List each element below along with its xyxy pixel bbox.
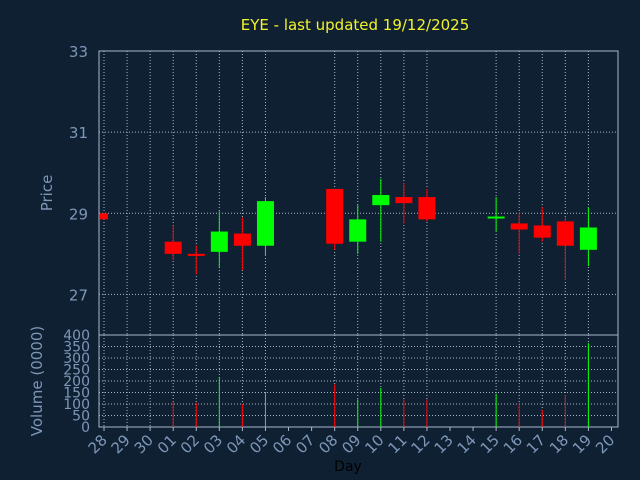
candle-body (349, 219, 367, 242)
volume-tick-label: 250 (63, 363, 90, 379)
candle-body (418, 197, 436, 220)
chart-title: EYE - last updated 19/12/2025 (241, 16, 470, 34)
candle-body (100, 213, 108, 220)
x-axis-title: Day (334, 459, 362, 475)
price-tick-label: 29 (69, 205, 88, 223)
volume-axis-label: Volume (0000) (28, 326, 46, 436)
candle-body (233, 233, 251, 246)
candle-body (256, 201, 274, 246)
candle-body (326, 188, 344, 244)
x-axis-ticks: 2829300102030405060708091011121314151617… (85, 427, 618, 457)
price-y-ticks: 27 29 31 33 (69, 43, 88, 304)
volume-tick-label: 100 (63, 397, 90, 413)
price-plot-area (98, 50, 619, 336)
volume-tick-label: 150 (63, 386, 90, 402)
price-axis-label: Price (38, 175, 56, 212)
volume-tick-label: 300 (63, 351, 90, 367)
candle-body (210, 231, 228, 252)
candle-body (510, 223, 528, 230)
volume-tick-label: 200 (63, 374, 90, 390)
candle-body (395, 197, 413, 204)
candle-body (164, 241, 182, 254)
price-tick-label: 33 (69, 43, 88, 61)
candle-body (579, 227, 597, 250)
x-tick-label: 20 (592, 431, 618, 457)
price-tick-label: 31 (69, 124, 88, 142)
candle-body (556, 221, 574, 246)
candle-body (372, 195, 390, 206)
volume-tick-label: 400 (63, 328, 90, 344)
candles (100, 178, 597, 281)
candle-body (533, 225, 551, 238)
volume-bars (172, 343, 589, 427)
price-panel: 27 29 31 33 Price (38, 43, 619, 336)
price-tick-label: 27 (69, 286, 88, 304)
volume-tick-label: 350 (63, 340, 90, 356)
volume-tick-label: 50 (72, 409, 90, 425)
volume-tick-label: 0 (81, 420, 90, 436)
candle-body (487, 216, 505, 219)
candle-body (187, 253, 205, 256)
